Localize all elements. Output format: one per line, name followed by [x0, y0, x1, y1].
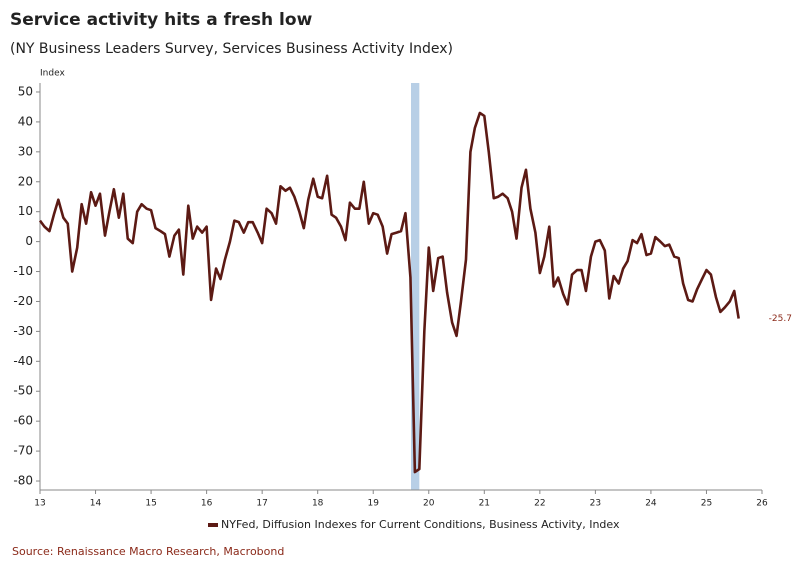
last-value-label: -25.7 [769, 314, 792, 324]
y-tick-label: -30 [13, 324, 33, 338]
y-tick-label: -20 [13, 294, 33, 308]
y-tick-label: -40 [13, 354, 33, 368]
x-tick-label: 13 [34, 499, 45, 509]
y-tick-label: -10 [13, 264, 33, 278]
x-tick-label: 15 [145, 499, 156, 509]
x-tick-label: 22 [534, 499, 545, 509]
x-tick-label: 23 [590, 499, 601, 509]
x-tick-label: 24 [645, 499, 657, 509]
x-tick-label: 26 [756, 499, 768, 509]
highlight-band [410, 83, 420, 490]
y-tick-label: -50 [13, 384, 33, 398]
y-tick-label: 30 [18, 144, 33, 158]
y-tick-label: -80 [13, 474, 33, 488]
legend-label: NYFed, Diffusion Indexes for Current Con… [221, 518, 620, 531]
y-axis-label: Index [40, 69, 65, 79]
y-tick-label: 50 [18, 84, 33, 98]
y-tick-label: 0 [25, 234, 33, 248]
x-tick-label: 14 [90, 499, 102, 509]
x-tick-label: 25 [701, 499, 712, 509]
y-tick-label: -70 [13, 444, 33, 458]
chart-subtitle: (NY Business Leaders Survey, Services Bu… [10, 41, 453, 57]
x-tick-label: 19 [368, 499, 380, 509]
chart-title: Service activity hits a fresh low [10, 10, 313, 30]
x-tick-label: 18 [312, 499, 324, 509]
source: Source: Renaissance Macro Research, Macr… [12, 545, 284, 558]
x-tick-label: 17 [256, 499, 267, 509]
y-tick-label: 40 [18, 114, 33, 128]
x-tick-label: 20 [423, 499, 435, 509]
x-tick-label: 21 [479, 499, 490, 509]
x-tick-label: 16 [201, 499, 213, 509]
y-tick-label: 20 [18, 174, 33, 188]
y-tick-label: -60 [13, 414, 33, 428]
series-line [38, 111, 740, 474]
y-tick-label: 10 [18, 204, 33, 218]
